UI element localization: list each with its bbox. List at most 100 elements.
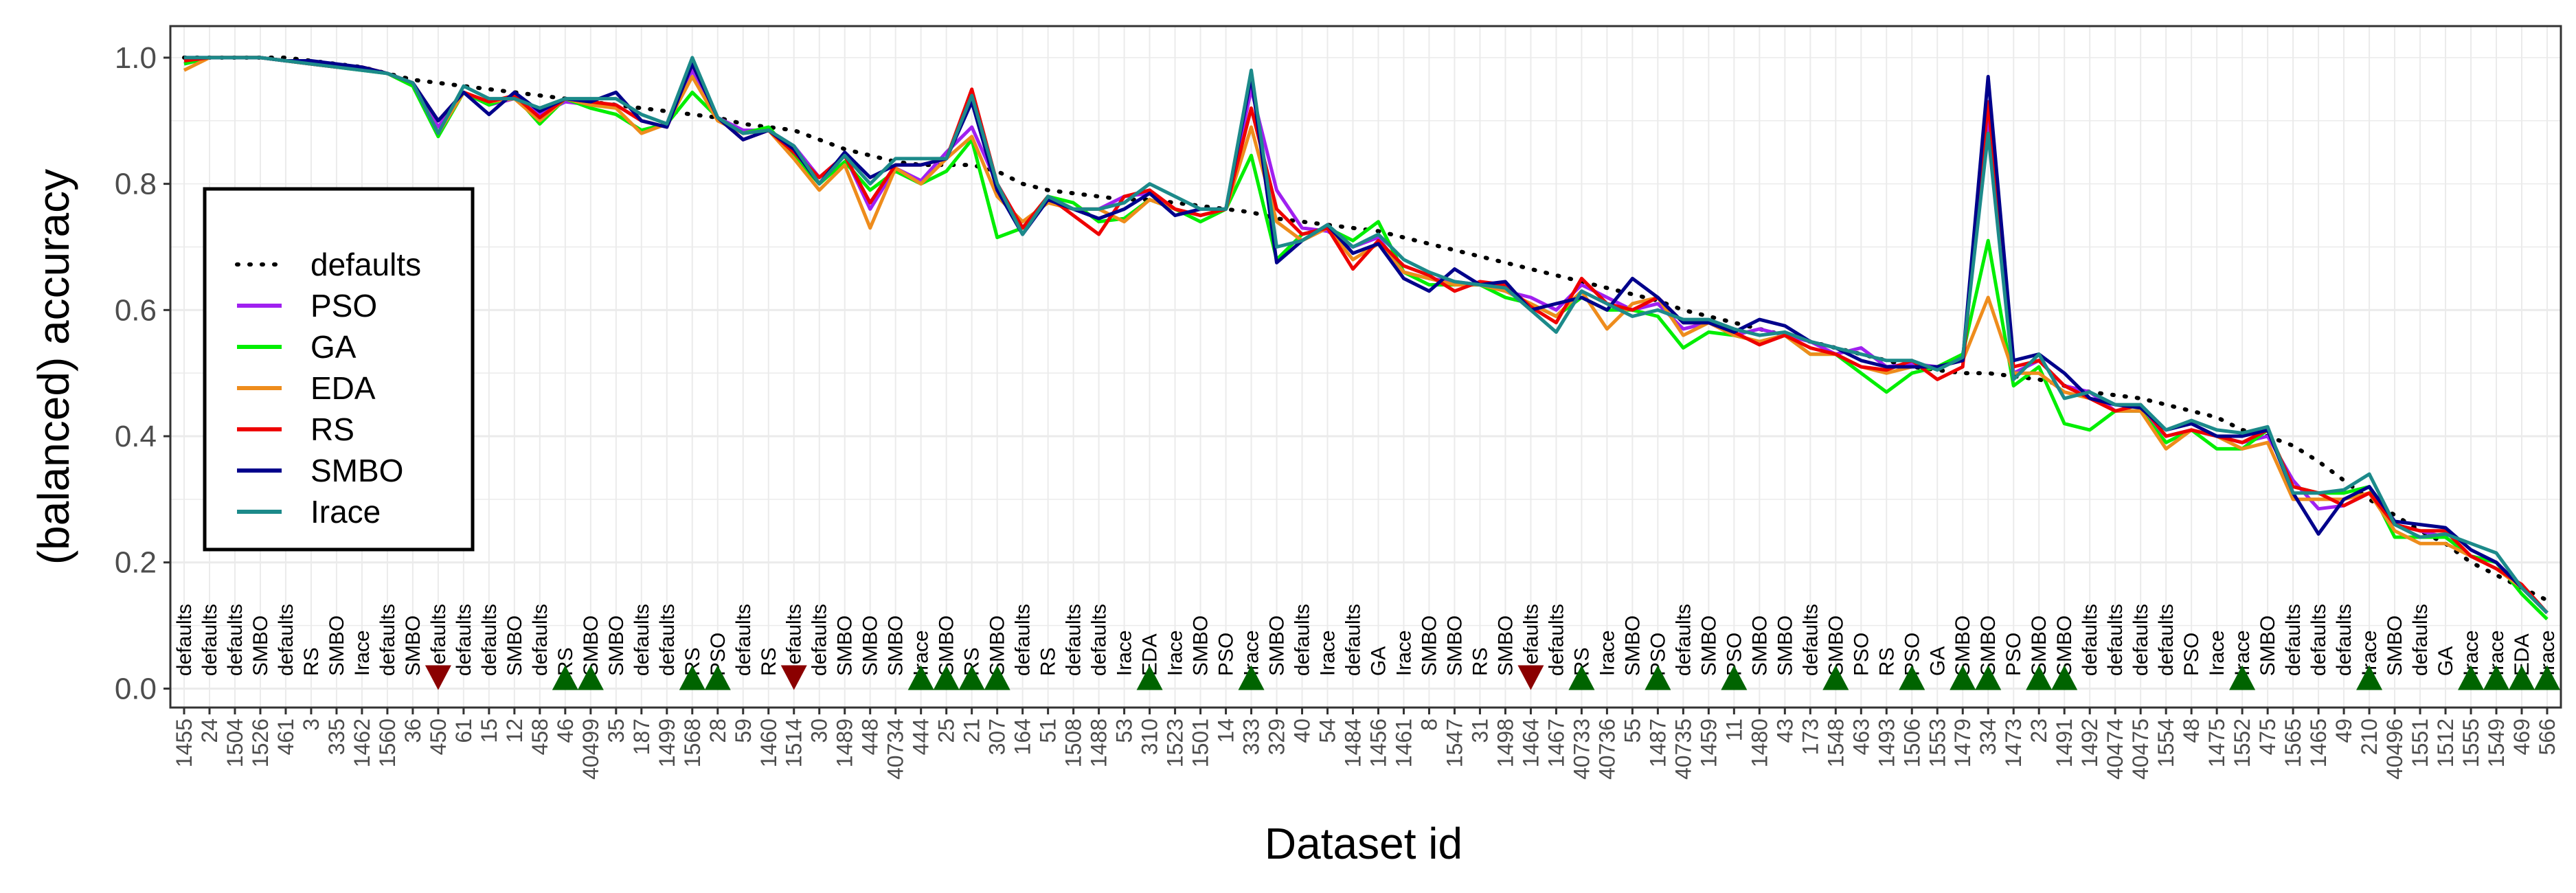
x-tick-label: 14 — [1214, 719, 1239, 743]
x-tick-label: 1467 — [1544, 719, 1568, 767]
series-lines — [183, 56, 2549, 621]
x-tick-label: 36 — [400, 719, 425, 743]
x-tick-label: 1462 — [350, 719, 374, 767]
x-tick-label: 463 — [1849, 719, 1873, 755]
best-method-label: defaults — [275, 604, 297, 676]
improvement-marker — [679, 665, 705, 690]
x-tick-label: 40 — [1290, 719, 1315, 743]
x-tick-label: 3 — [299, 719, 324, 731]
best-method-label: defaults — [529, 604, 552, 676]
best-method-label: defaults — [1519, 604, 1542, 676]
x-tick-label: 1512 — [2433, 719, 2458, 767]
legend-label-pso: PSO — [310, 288, 377, 324]
best-method-label: SMBO — [1443, 615, 1466, 676]
best-method-label: defaults — [2079, 604, 2101, 676]
x-tick-label: 31 — [1467, 719, 1492, 743]
best-method-label: SMBO — [2257, 615, 2279, 676]
x-tick-label: 28 — [705, 719, 730, 743]
x-tick-label: 1553 — [1925, 719, 1950, 767]
x-tick-label: 1480 — [1747, 719, 1772, 767]
best-method-label: defaults — [376, 604, 399, 676]
best-method-label: SMBO — [1621, 615, 1644, 676]
legend-label-rs: RS — [310, 411, 354, 447]
best-method-label: Irace — [1596, 630, 1618, 676]
x-tick-label: 1489 — [833, 719, 857, 767]
x-tick-label: 566 — [2535, 719, 2560, 755]
best-method-label: defaults — [453, 604, 475, 676]
improvement-marker — [704, 665, 731, 690]
best-method-label: SMBO — [1266, 615, 1289, 676]
best-method-label: RS — [1875, 647, 1898, 676]
best-method-label: defaults — [2409, 604, 2432, 676]
x-tick-label: 1555 — [2459, 719, 2483, 767]
x-tick-label: 1479 — [1950, 719, 1975, 767]
x-tick-label: 61 — [451, 719, 476, 743]
best-method-label: SMBO — [2384, 615, 2406, 676]
improvement-marker — [907, 665, 934, 690]
best-method-labels: defaults defaults defaults SMBO defaults RS SM… — [173, 604, 2559, 676]
x-tick-label: 49 — [2331, 719, 2356, 743]
best-method-label: SMBO — [2028, 615, 2050, 676]
best-method-label: Irace — [1317, 630, 1340, 676]
x-tick-label: 1499 — [655, 719, 679, 767]
x-tick-label: 458 — [528, 719, 552, 755]
x-tick-label: 1554 — [2154, 719, 2178, 767]
best-method-label: defaults — [173, 604, 196, 676]
best-method-label: SMBO — [1697, 615, 1720, 676]
x-tick-label: 1473 — [2001, 719, 2026, 767]
improvement-marker — [2483, 665, 2510, 690]
x-tick-label: 1552 — [2230, 719, 2255, 767]
x-tick-label: 1484 — [1341, 719, 1366, 767]
improvement-marker — [1822, 665, 1849, 690]
best-method-label: defaults — [1342, 604, 1365, 676]
best-method-label: defaults — [1799, 604, 1822, 676]
best-method-label: SMBO — [2053, 615, 2076, 676]
best-method-label: SMBO — [1190, 615, 1212, 676]
best-method-label: defaults — [199, 604, 221, 676]
y-axis-title: (balanced) accuracy — [29, 169, 78, 565]
x-tick-label: 444 — [909, 719, 934, 755]
best-method-label: defaults — [656, 604, 679, 676]
best-method-label: defaults — [1063, 604, 1085, 676]
improvement-marker — [1645, 665, 1671, 690]
x-tick-label: 1475 — [2204, 719, 2229, 767]
best-method-label: SMBO — [580, 615, 602, 676]
x-tick-label: 55 — [1620, 719, 1645, 743]
improvement-marker — [1950, 665, 1976, 690]
x-tick-label: 40474 — [2103, 719, 2127, 780]
x-tick-label: 51 — [1036, 719, 1061, 743]
x-tick-label: 1492 — [2077, 719, 2102, 767]
x-tick-label: 40475 — [2128, 719, 2153, 780]
x-tick-label: 475 — [2255, 719, 2280, 755]
improvement-marker — [933, 665, 960, 690]
x-tick-label: 15 — [477, 719, 501, 743]
improvement-marker — [552, 665, 578, 690]
x-tick-label: 43 — [1772, 719, 1797, 743]
legend-label-defaults: defaults — [310, 247, 421, 282]
y-tick-label: 0.0 — [115, 672, 157, 705]
best-method-label: GA — [1367, 646, 1390, 676]
best-method-label: GA — [1926, 646, 1949, 676]
x-tick-label: 40496 — [2382, 719, 2407, 780]
x-tick-label: 307 — [985, 719, 1010, 755]
best-method-label: RS — [758, 647, 780, 676]
x-tick-label: 335 — [324, 719, 349, 755]
best-method-label: defaults — [2333, 604, 2355, 676]
improvement-marker — [1136, 665, 1163, 690]
best-method-label: defaults — [2129, 604, 2152, 676]
x-tick-label: 210 — [2357, 719, 2382, 755]
improvement-marker — [1899, 665, 1925, 690]
x-tick-label: 1501 — [1188, 719, 1213, 767]
improvement-marker — [577, 665, 604, 690]
x-tick-label: 1487 — [1645, 719, 1670, 767]
improvement-marker — [958, 665, 985, 690]
x-tick-label: 21 — [960, 719, 984, 743]
x-tick-label: 1526 — [248, 719, 273, 767]
degradation-marker — [780, 665, 807, 690]
x-tick-label: 24 — [197, 719, 222, 743]
improvement-marker — [2051, 665, 2078, 690]
x-tick-label: 1455 — [172, 719, 196, 767]
x-tick-label: 1461 — [1391, 719, 1416, 767]
x-tick-label: 12 — [502, 719, 527, 743]
